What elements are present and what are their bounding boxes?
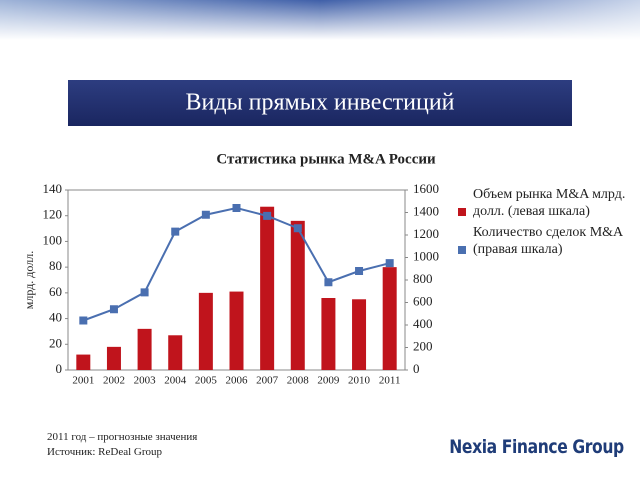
bar: [321, 298, 336, 370]
y2-tick-label: 600: [413, 293, 433, 308]
legend-swatch: [458, 208, 466, 216]
y2-tick-label: 1000: [413, 248, 439, 263]
x-tick-label: 2007: [256, 375, 279, 387]
notes: 2011 год – прогнозные значения Источник:…: [47, 430, 197, 460]
marker: [201, 210, 210, 219]
legend-swatch: [458, 246, 466, 254]
note: 2011 год – прогнозные значения: [47, 431, 198, 443]
y2-tick-label: 0: [413, 361, 420, 376]
bar: [76, 354, 91, 370]
marker: [232, 204, 241, 212]
marker: [79, 316, 88, 325]
x-tick-label: 2008: [287, 375, 310, 387]
marker: [263, 211, 272, 220]
marker: [109, 305, 118, 314]
y2-tick-label: 1600: [413, 181, 439, 196]
bar: [137, 328, 152, 370]
y-tick-label: 60: [49, 284, 62, 299]
note: Источник: ReDeal Group: [47, 446, 163, 458]
brand-logo: Nexia Finance Group: [449, 436, 625, 458]
bar: [106, 346, 121, 370]
x-tick-label: 2005: [195, 375, 218, 387]
legend-item: Количество сделок M&A (правая шкала): [458, 224, 628, 258]
marker: [171, 227, 180, 236]
x-tick-label: 2006: [226, 375, 249, 387]
marker: [293, 224, 302, 233]
y2-tick-label: 1200: [413, 226, 439, 241]
y-tick-label: 0: [56, 361, 63, 376]
x-tick-label: 2003: [134, 375, 157, 387]
bar: [290, 220, 305, 370]
header-box: [68, 80, 572, 126]
y-tick-label: 80: [49, 258, 62, 273]
legend-label: Количество сделок M&A (правая шкала): [473, 225, 623, 257]
x-tick-label: 2009: [317, 375, 340, 387]
bar: [198, 292, 213, 370]
x-tick-label: 2010: [348, 375, 371, 387]
y-tick-label: 120: [43, 207, 63, 222]
marker: [140, 288, 149, 297]
y2-tick-label: 200: [413, 338, 433, 353]
y2-tick-label: 1400: [413, 203, 439, 218]
y-axis-label: млрд. долл.: [22, 251, 36, 309]
y-tick-label: 40: [49, 310, 62, 325]
bar: [382, 267, 397, 370]
legend-label: Объем рынка M&A млрд. долл. (левая шкала…: [473, 187, 626, 219]
y-tick-label: 100: [43, 232, 63, 247]
bar: [260, 206, 275, 370]
y2-tick-label: 800: [413, 271, 433, 286]
banner-fade: [0, 0, 640, 40]
x-tick-label: 2001: [72, 375, 94, 387]
x-tick-label: 2002: [103, 375, 125, 387]
marker: [355, 267, 364, 275]
marker: [385, 259, 394, 268]
y-tick-label: 140: [43, 181, 63, 196]
legend: Объем рынка M&A млрд. долл. (левая шкала…: [458, 186, 628, 262]
x-tick-label: 2011: [379, 375, 401, 387]
slide-title: Виды прямых инвестиций: [185, 90, 454, 116]
x-tick-label: 2004: [164, 375, 187, 387]
y2-tick-label: 400: [413, 316, 433, 331]
chart-title: Статистика рынка M&A России: [216, 151, 436, 167]
legend-item: Объем рынка M&A млрд. долл. (левая шкала…: [458, 186, 628, 220]
bar: [229, 291, 244, 370]
y-tick-label: 20: [49, 335, 62, 350]
bar: [168, 335, 183, 370]
marker: [324, 278, 333, 287]
bar: [352, 299, 367, 370]
